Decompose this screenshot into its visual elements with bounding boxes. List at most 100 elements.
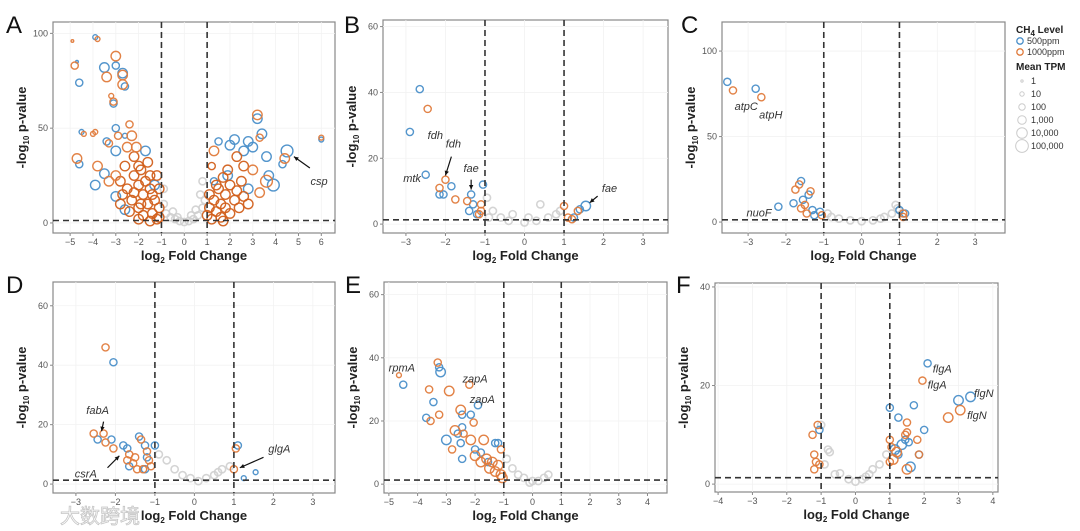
- x-tick-label: −4: [88, 237, 98, 247]
- y-axis-title: -log10 p-value: [14, 87, 31, 169]
- gene-label: zapA: [469, 394, 495, 406]
- data-point: [146, 189, 158, 200]
- arrowhead-icon: [239, 463, 245, 468]
- panel-letter: F: [676, 272, 691, 299]
- gene-label: zapA: [462, 373, 488, 385]
- x-tick-label: −1: [499, 497, 509, 507]
- x-axis-title: log2 Fold Change: [141, 508, 247, 525]
- x-tick-label: 1: [205, 237, 210, 247]
- data-point: [475, 456, 487, 468]
- x-tick-label: −4: [412, 497, 422, 507]
- y-tick-label: 0: [374, 479, 379, 489]
- data-point: [109, 97, 118, 106]
- data-point: [93, 435, 102, 444]
- data-point: [496, 213, 506, 222]
- data-point: [464, 206, 474, 216]
- x-tick-label: 0: [182, 237, 187, 247]
- data-point: [70, 61, 79, 70]
- data-point: [151, 213, 163, 225]
- data-point: [728, 86, 738, 95]
- x-axis-title: log2 Fold Change: [141, 248, 247, 265]
- data-point: [318, 134, 325, 141]
- data-point: [909, 400, 919, 410]
- x-tick-label: 1: [897, 237, 902, 247]
- data-point: [415, 84, 425, 94]
- data-point: [965, 391, 976, 403]
- data-point: [462, 196, 472, 206]
- data-point: [488, 206, 498, 216]
- series-1000ppm: [808, 376, 966, 475]
- legend-swatch-icon: [1016, 37, 1024, 45]
- data-point: [126, 194, 138, 206]
- x-tick-label: 3: [310, 497, 315, 507]
- data-point: [224, 179, 236, 191]
- data-point: [835, 468, 845, 478]
- x-tick-label: −2: [133, 237, 143, 247]
- x-tick-label: 5: [296, 237, 301, 247]
- legend-size-icon: [1018, 103, 1026, 111]
- data-point: [261, 151, 272, 163]
- data-point: [222, 164, 234, 176]
- gene-label: fae: [602, 183, 617, 195]
- legend-item-label: 10,000: [1031, 128, 1059, 138]
- data-point: [140, 175, 151, 187]
- legend-item-label: 100: [1031, 102, 1046, 112]
- data-point: [456, 438, 466, 448]
- gene-label: atpH: [759, 109, 782, 121]
- data-point: [902, 418, 912, 427]
- data-point: [140, 441, 150, 450]
- gene-label: flgN: [967, 410, 987, 422]
- data-point: [440, 434, 452, 446]
- y-tick-label: 20: [38, 420, 48, 430]
- data-point: [405, 127, 415, 137]
- watermark-logo: 大数跨境: [60, 505, 140, 528]
- y-tick-label: 100: [33, 28, 48, 38]
- data-point: [469, 450, 481, 462]
- x-tick-label: −3: [747, 496, 757, 506]
- data-point: [502, 454, 512, 464]
- data-point: [170, 214, 180, 224]
- data-point: [449, 425, 461, 436]
- data-point: [259, 174, 274, 188]
- data-point: [466, 190, 476, 199]
- y-tick-label: 0: [373, 219, 378, 229]
- data-point: [918, 376, 927, 385]
- data-point: [251, 113, 263, 125]
- legend-item-label: 500ppm: [1027, 36, 1060, 46]
- data-point: [279, 153, 291, 164]
- x-tick-label: 3: [973, 237, 978, 247]
- data-point: [504, 216, 514, 226]
- data-point: [569, 213, 579, 222]
- volcano-panel-d: D −3 −2 −1 0 1 2 3 0 20 40 60 fabA csrA glgA log2 Fold …: [6, 272, 336, 525]
- y-tick-label: 0: [705, 479, 710, 489]
- data-point: [111, 61, 121, 70]
- y-axis-title: -log10 p-value: [676, 347, 693, 429]
- legend-item-label: 100,000: [1031, 141, 1064, 151]
- series-1000ppm: [89, 343, 241, 474]
- x-tick-label: −3: [401, 237, 411, 247]
- data-point: [203, 189, 215, 200]
- gene-label: fdh: [428, 130, 443, 142]
- series-500ppm: [398, 362, 503, 467]
- x-tick-label: 0: [859, 237, 864, 247]
- data-point: [89, 179, 101, 191]
- data-point: [254, 187, 266, 199]
- x-axis-title: log2 Fold Change: [472, 248, 578, 265]
- legend-item-label: 1000ppm: [1027, 47, 1065, 57]
- data-point: [469, 418, 478, 427]
- data-point: [103, 175, 115, 187]
- x-tick-label: 2: [587, 497, 592, 507]
- data-point: [573, 206, 583, 216]
- x-tick-label: −1: [150, 497, 160, 507]
- data-point: [110, 145, 122, 157]
- data-point: [919, 425, 929, 435]
- y-tick-label: 20: [368, 153, 378, 163]
- data-point: [543, 213, 553, 222]
- legend-size-icon: [1017, 115, 1027, 125]
- data-point: [168, 207, 178, 216]
- data-point: [459, 429, 468, 438]
- data-point: [109, 444, 118, 453]
- data-point: [142, 156, 154, 168]
